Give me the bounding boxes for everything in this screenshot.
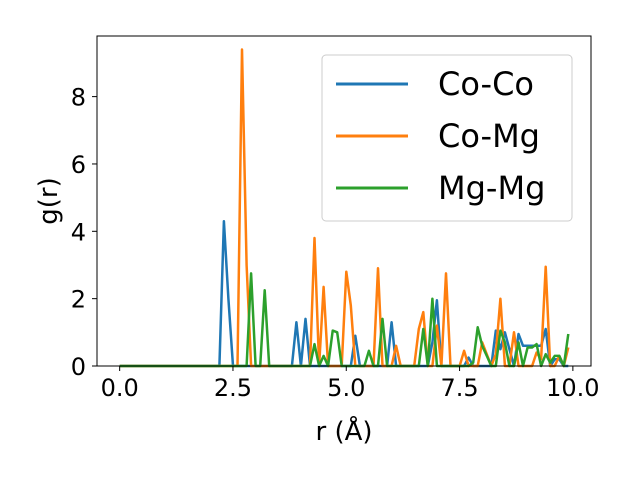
legend-box [321, 54, 573, 222]
legend-label-2: Mg-Mg [438, 169, 545, 207]
x-tick-label: 7.5 [440, 374, 478, 402]
y-tick-label: 0 [71, 353, 86, 381]
x-axis-ticks: 0.0 2.5 5.0 7.5 10.0 [101, 366, 600, 402]
x-tick-label: 0.0 [101, 374, 139, 402]
y-tick-label: 4 [71, 218, 86, 246]
y-axis-ticks: 0 2 4 6 8 [71, 84, 97, 381]
x-tick-label: 2.5 [214, 374, 252, 402]
x-tick-label: 10.0 [546, 374, 599, 402]
y-tick-label: 6 [71, 151, 86, 179]
legend-label-1: Co-Mg [438, 117, 540, 155]
y-tick-label: 8 [71, 84, 86, 112]
legend: Co-Co Co-Mg Mg-Mg [321, 54, 573, 222]
y-tick-label: 2 [71, 286, 86, 314]
x-tick-label: 5.0 [327, 374, 365, 402]
plot-frame [96, 35, 592, 367]
legend-label-0: Co-Co [438, 65, 534, 103]
x-axis-label: r (Å) [315, 415, 372, 447]
y-axis-label: g(r) [34, 177, 64, 224]
